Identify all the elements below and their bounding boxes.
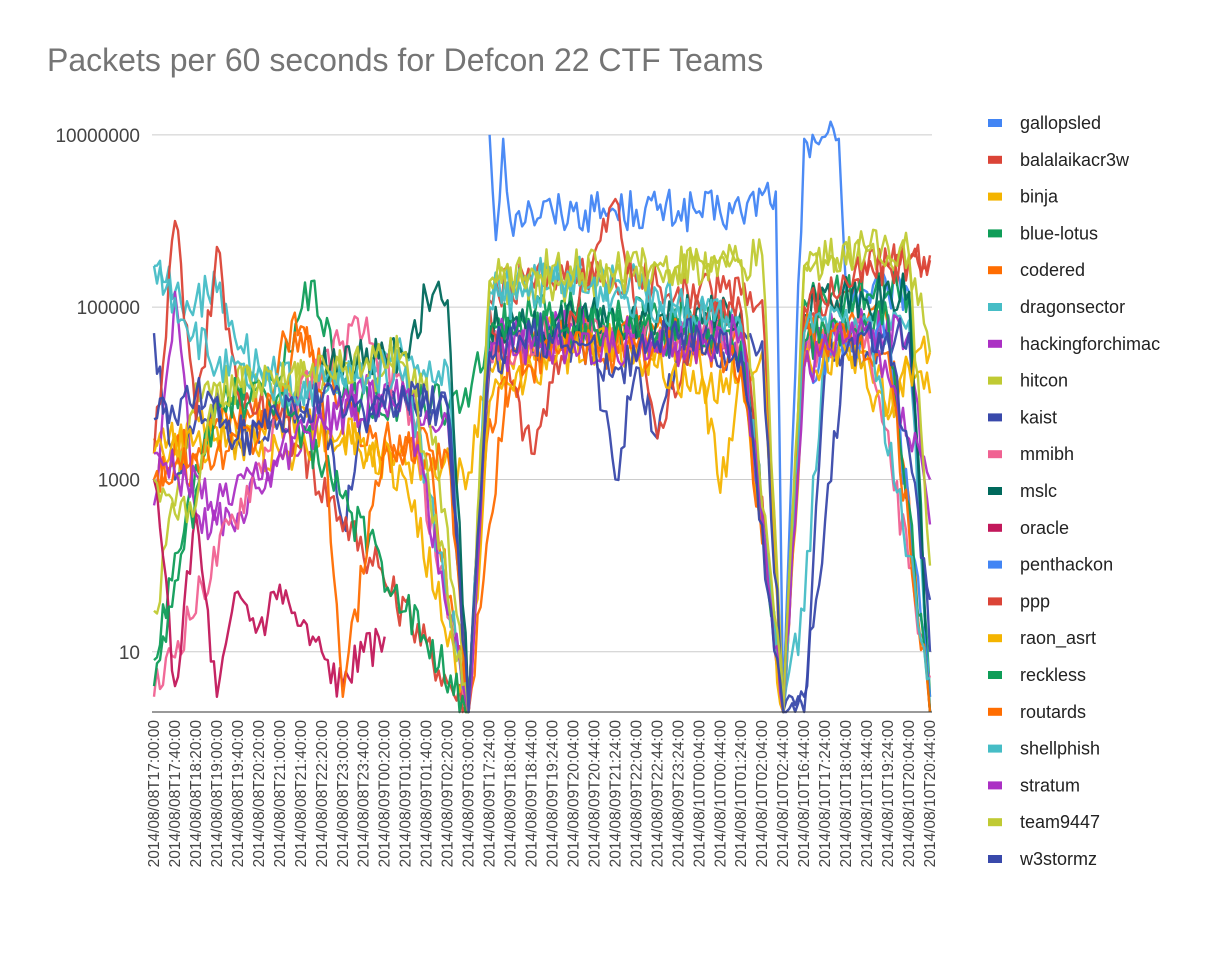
series-line-w3stormz: [153, 312, 932, 714]
legend-label: gallopsled: [1020, 113, 1101, 133]
legend-swatch: [988, 155, 1002, 164]
legend-swatch: [988, 818, 1002, 827]
y-axis-ticks: 10 1000 100000 10000000: [55, 126, 140, 664]
x-tick-label: 2014/08/09T22:04:00: [628, 720, 645, 868]
series-line-shellphish: [153, 259, 931, 714]
x-tick-label: 2014/08/09T22:44:00: [649, 720, 666, 868]
x-tick-label: 2014/08/10T17:24:00: [817, 720, 834, 868]
legend-swatch: [988, 487, 1002, 495]
x-tick-label: 2014/08/10T20:04:00: [901, 720, 918, 868]
legend-swatch: [988, 597, 1002, 606]
legend-label: stratum: [1020, 775, 1080, 795]
x-tick-label: 2014/08/08T21:40:00: [293, 720, 310, 868]
chart-title: Packets per 60 seconds for Defcon 22 CTF…: [47, 42, 764, 78]
legend-swatch: [988, 119, 1002, 127]
legend-label: reckless: [1020, 665, 1086, 685]
x-tick-label: 2014/08/09T01:40:00: [419, 720, 436, 868]
x-tick-label: 2014/08/10T02:04:00: [754, 720, 771, 868]
series-line-gallopsled: [488, 120, 932, 714]
legend-label: ppp: [1020, 591, 1050, 611]
x-tick-label: 2014/08/08T23:00:00: [335, 720, 352, 868]
x-tick-label: 2014/08/09T02:20:00: [440, 720, 457, 868]
x-tick-label: 2014/08/10T00:44:00: [712, 720, 729, 868]
x-tick-label: 2014/08/08T22:20:00: [314, 720, 331, 868]
legend-swatch: [988, 413, 1002, 422]
x-tick-label: 2014/08/08T23:40:00: [356, 720, 373, 868]
legend-swatch: [988, 339, 1002, 348]
legend-label: codered: [1020, 260, 1085, 280]
legend-label: dragonsector: [1020, 297, 1125, 317]
x-tick-label: 2014/08/10T01:24:00: [733, 720, 750, 868]
legend-swatch: [988, 707, 1002, 716]
legend-swatch: [988, 634, 1002, 643]
legend-label: hitcon: [1020, 371, 1068, 391]
legend-swatch: [988, 781, 1002, 790]
legend-label: w3stormz: [1019, 849, 1097, 869]
legend-swatch: [988, 450, 1002, 459]
y-tick-label: 10000000: [55, 126, 140, 147]
x-tick-label: 2014/08/10T16:44:00: [796, 720, 813, 868]
x-tick-label: 2014/08/08T17:00:00: [146, 720, 163, 868]
legend-swatch: [988, 671, 1002, 679]
x-tick-label: 2014/08/08T19:00:00: [209, 720, 226, 868]
legend-label: binja: [1020, 187, 1059, 207]
x-tick-label: 2014/08/09T18:04:00: [503, 720, 520, 868]
legend-label: mslc: [1020, 481, 1057, 501]
legend-label: shellphish: [1020, 739, 1100, 759]
legend-label: blue-lotus: [1020, 223, 1098, 243]
x-tick-label: 2014/08/09T18:44:00: [524, 720, 541, 868]
legend-label: penthackon: [1020, 555, 1113, 575]
x-tick-label: 2014/08/10T00:04:00: [691, 720, 708, 868]
legend-swatch: [988, 560, 1002, 569]
x-tick-label: 2014/08/09T17:24:00: [482, 720, 499, 868]
legend-swatch: [988, 229, 1002, 238]
x-tick-label: 2014/08/09T23:24:00: [670, 720, 687, 868]
legend-label: mmibh: [1020, 444, 1074, 464]
legend-swatch: [988, 523, 1002, 532]
x-tick-label: 2014/08/08T19:40:00: [230, 720, 247, 868]
y-tick-label: 100000: [77, 298, 140, 319]
legend-swatch: [988, 266, 1002, 275]
legend-swatch: [988, 192, 1002, 201]
x-tick-label: 2014/08/09T20:44:00: [586, 720, 603, 868]
x-tick-label: 2014/08/09T20:04:00: [566, 720, 583, 868]
x-tick-label: 2014/08/08T17:40:00: [167, 720, 184, 868]
x-tick-label: 2014/08/09T00:20:00: [377, 720, 394, 868]
legend-label: raon_asrt: [1020, 628, 1096, 649]
legend-label: hackingforchimac: [1020, 334, 1160, 354]
x-tick-label: 2014/08/09T21:24:00: [607, 720, 624, 868]
x-tick-label: 2014/08/10T20:44:00: [922, 720, 939, 868]
series-line-balalaikacr3w: [488, 243, 932, 714]
legend-swatch: [988, 303, 1002, 311]
x-tick-label: 2014/08/08T21:00:00: [272, 720, 289, 868]
x-tick-label: 2014/08/09T19:24:00: [545, 720, 562, 868]
x-tick-label: 2014/08/09T01:00:00: [398, 720, 415, 868]
y-tick-label: 1000: [98, 470, 140, 491]
legend-swatch: [988, 855, 1002, 863]
legend-swatch: [988, 744, 1002, 753]
x-tick-label: 2014/08/10T18:44:00: [859, 720, 876, 868]
x-axis-ticks: 2014/08/08T17:00:00 2014/08/08T17:40:00 20…: [146, 720, 939, 868]
legend-label: balalaikacr3w: [1020, 150, 1130, 170]
legend-label: oracle: [1020, 518, 1069, 538]
legend-swatch: [988, 376, 1002, 385]
x-tick-label: 2014/08/08T20:20:00: [251, 720, 268, 868]
x-tick-label: 2014/08/10T19:24:00: [880, 720, 897, 868]
x-tick-label: 2014/08/09T03:00:00: [461, 720, 478, 868]
legend: gallopsled balalaikacr3w binja blue-lotus co…: [988, 113, 1160, 869]
y-tick-label: 10: [119, 643, 140, 664]
x-tick-label: 2014/08/10T02:44:00: [775, 720, 792, 868]
series-lines: [152, 120, 932, 714]
legend-label: team9447: [1020, 812, 1100, 832]
series-line-team9447: [153, 228, 932, 714]
x-tick-label: 2014/08/08T18:20:00: [188, 720, 205, 868]
legend-label: routards: [1020, 702, 1086, 722]
x-tick-label: 2014/08/10T18:04:00: [838, 720, 855, 868]
legend-label: kaist: [1020, 407, 1057, 427]
